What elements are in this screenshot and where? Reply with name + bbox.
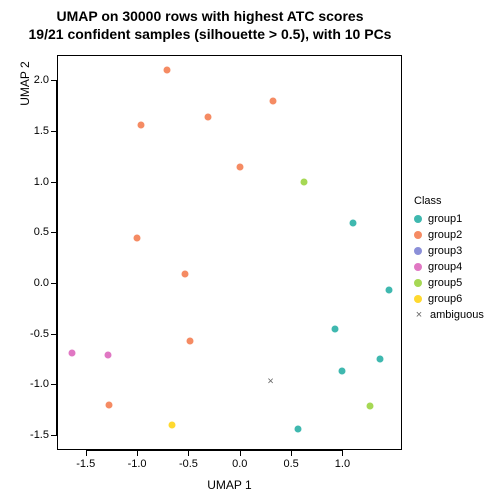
scatter-point (269, 97, 276, 104)
legend-item: group5 (414, 275, 484, 291)
legend-swatch (414, 215, 422, 223)
x-tick-label: 1.0 (335, 458, 350, 470)
scatter-point (367, 403, 374, 410)
legend: Class group1 group2 group3 group4 group5 grou… (414, 195, 484, 323)
legend-swatch: × (414, 310, 424, 321)
legend-item: group1 (414, 211, 484, 227)
scatter-point (332, 326, 339, 333)
legend-swatch (414, 295, 422, 303)
y-axis-line (56, 80, 57, 434)
scatter-point (385, 286, 392, 293)
legend-item: group3 (414, 243, 484, 259)
scatter-point (169, 421, 176, 428)
x-tick-label: 0.0 (232, 458, 247, 470)
y-tick-mark (51, 131, 57, 132)
scatter-point (182, 270, 189, 277)
scatter-point (106, 402, 113, 409)
y-axis-label: UMAP 2 (18, 0, 32, 281)
x-tick-label: -1.5 (76, 458, 95, 470)
y-tick-label: 1.5 (25, 125, 49, 137)
x-tick-mark (188, 450, 189, 456)
legend-swatch (414, 263, 422, 271)
x-tick-mark (86, 450, 87, 456)
scatter-point (138, 121, 145, 128)
scatter-point (187, 337, 194, 344)
y-tick-label: 2.0 (25, 74, 49, 86)
title-line1: UMAP on 30000 rows with highest ATC scor… (56, 8, 363, 24)
x-tick-mark (137, 450, 138, 456)
x-tick-label: -1.0 (128, 458, 147, 470)
y-tick-mark (51, 80, 57, 81)
legend-label: group3 (428, 245, 462, 257)
y-tick-label: -0.5 (25, 328, 49, 340)
scatter-point (339, 368, 346, 375)
y-tick-mark (51, 232, 57, 233)
y-tick-label: 0.5 (25, 226, 49, 238)
legend-item: group4 (414, 259, 484, 275)
y-tick-label: 1.0 (25, 176, 49, 188)
legend-swatch (414, 247, 422, 255)
scatter-point (301, 178, 308, 185)
y-tick-mark (51, 384, 57, 385)
y-tick-label: -1.5 (25, 429, 49, 441)
scatter-point (134, 235, 141, 242)
legend-label: group4 (428, 261, 462, 273)
plot-area (57, 55, 402, 450)
scatter-point (349, 220, 356, 227)
y-tick-label: 0.0 (25, 277, 49, 289)
legend-item: group2 (414, 227, 484, 243)
legend-swatch (414, 279, 422, 287)
legend-item: × ambiguous (414, 307, 484, 323)
legend-title: Class (414, 195, 484, 207)
scatter-point (377, 355, 384, 362)
scatter-point (236, 164, 243, 171)
x-tick-mark (342, 450, 343, 456)
legend-label: group2 (428, 229, 462, 241)
scatter-point (163, 67, 170, 74)
x-tick-mark (240, 450, 241, 456)
y-tick-mark (51, 435, 57, 436)
legend-label: ambiguous (430, 309, 484, 321)
x-axis-line (86, 450, 343, 451)
x-tick-label: 0.5 (283, 458, 298, 470)
y-tick-label: -1.0 (25, 378, 49, 390)
legend-label: group5 (428, 277, 462, 289)
y-tick-mark (51, 283, 57, 284)
y-tick-mark (51, 182, 57, 183)
legend-swatch (414, 231, 422, 239)
y-tick-mark (51, 334, 57, 335)
scatter-point (69, 349, 76, 356)
legend-label: group1 (428, 213, 462, 225)
scatter-point (105, 351, 112, 358)
x-tick-label: -0.5 (179, 458, 198, 470)
x-axis-label: UMAP 1 (57, 478, 402, 492)
legend-item: group6 (414, 291, 484, 307)
chart-title: UMAP on 30000 rows with highest ATC scor… (0, 8, 420, 43)
scatter-point: × (267, 377, 273, 388)
title-line2: 19/21 confident samples (silhouette > 0.… (29, 26, 392, 42)
legend-label: group6 (428, 293, 462, 305)
scatter-point (204, 113, 211, 120)
scatter-point (295, 425, 302, 432)
x-tick-mark (291, 450, 292, 456)
